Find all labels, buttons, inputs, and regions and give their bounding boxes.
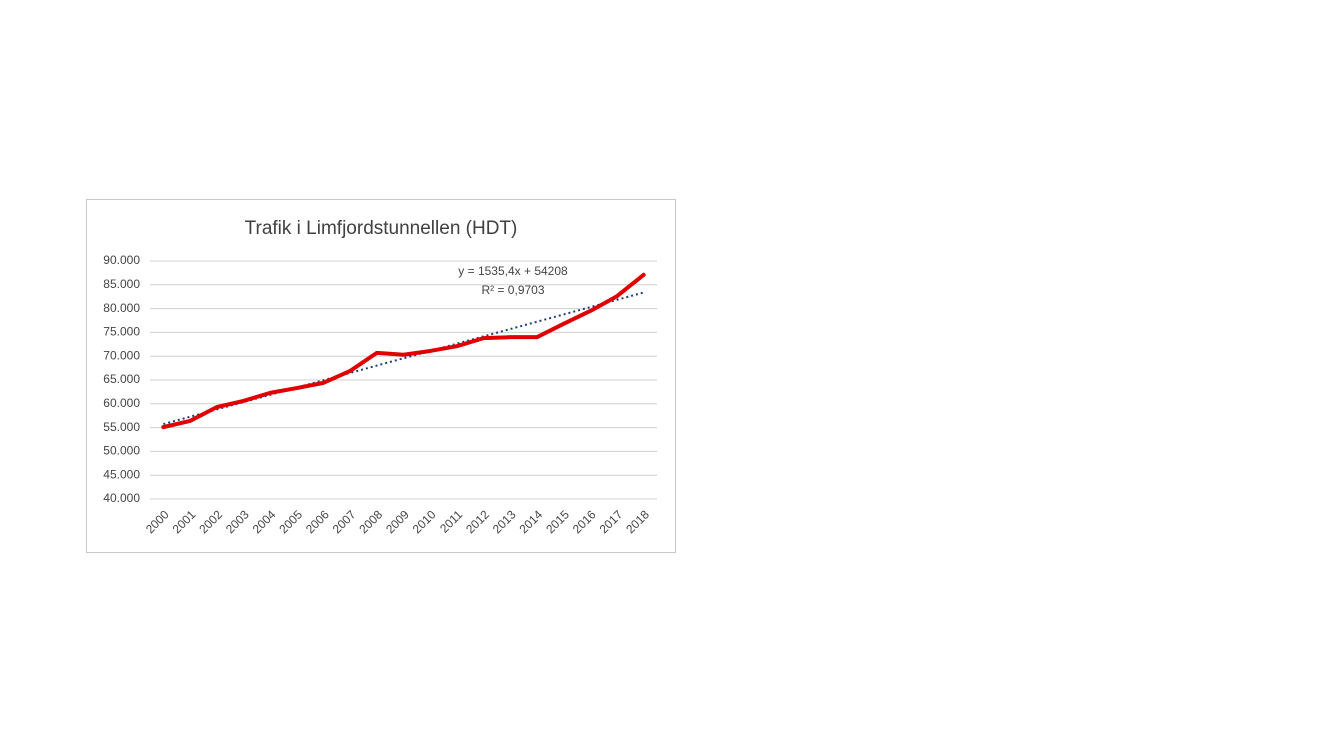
- trend-equation: y = 1535,4x + 54208: [458, 264, 568, 278]
- y-tick-label: 80.000: [103, 301, 140, 315]
- chart-title: Trafik i Limfjordstunnellen (HDT): [245, 218, 518, 239]
- y-tick-label: 70.000: [103, 348, 140, 362]
- y-tick-label: 75.000: [103, 325, 140, 339]
- y-tick-label: 65.000: [103, 372, 140, 386]
- y-tick-label: 45.000: [103, 467, 140, 481]
- y-tick-label: 85.000: [103, 277, 140, 291]
- trend-r2: R² = 0,9703: [481, 283, 544, 297]
- data-line: [161, 272, 646, 430]
- y-tick-label: 60.000: [103, 396, 140, 410]
- y-tick-label: 40.000: [103, 491, 140, 505]
- y-tick-label: 90.000: [103, 253, 140, 267]
- chart-frame: [86, 199, 676, 553]
- y-tick-label: 55.000: [103, 420, 140, 434]
- trendline: [163, 291, 644, 426]
- y-tick-label: 50.000: [103, 444, 140, 458]
